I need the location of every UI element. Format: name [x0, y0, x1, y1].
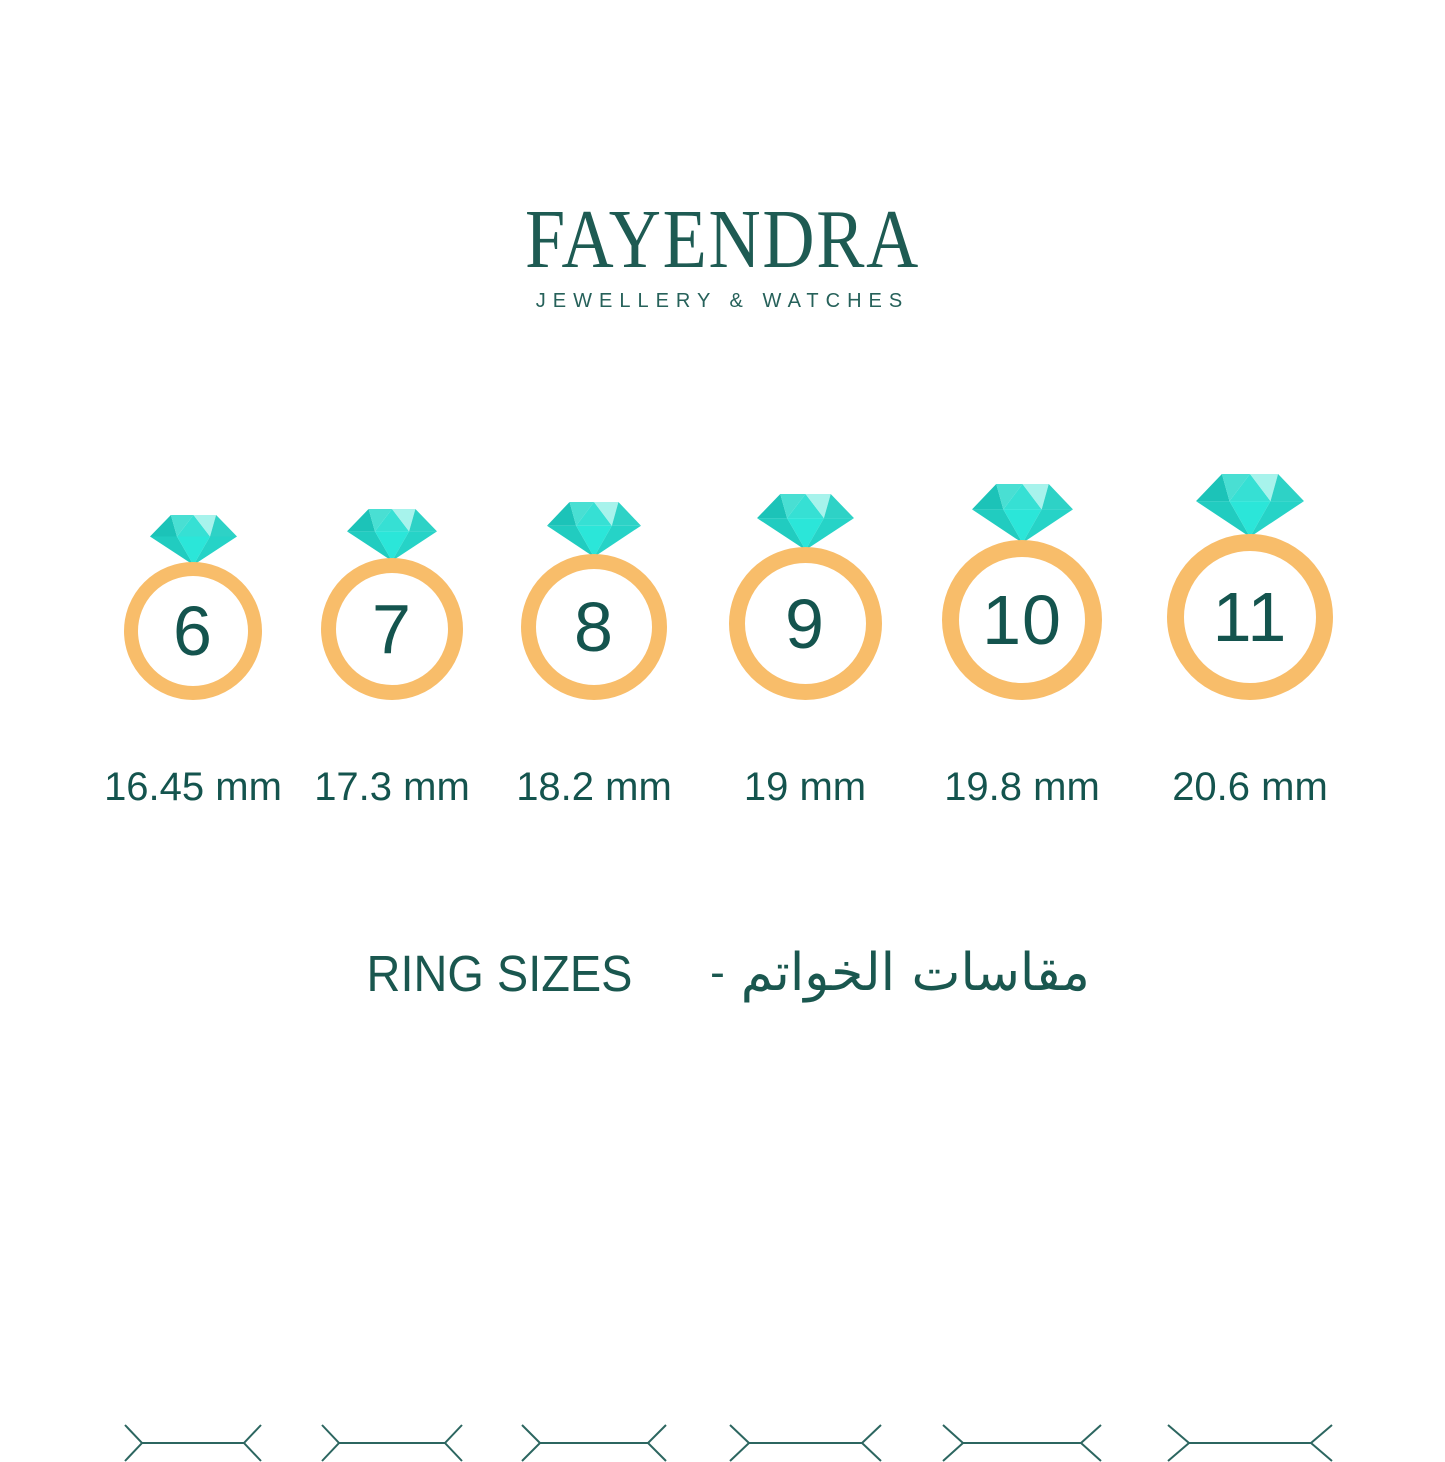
ring-icon-size-9: 9: [728, 494, 882, 700]
ring-icon-size-10: 10: [942, 484, 1102, 700]
diamond-icon: [347, 509, 437, 561]
ring-band: 11: [1167, 534, 1333, 700]
diameter-measure-line: [728, 1424, 882, 1462]
diameter-measure: [1167, 712, 1333, 1462]
diameter-label: 17.3 mm: [314, 765, 470, 809]
ring-size-number: 7: [372, 590, 412, 668]
ring-band: 7: [321, 558, 463, 700]
diameter-label: 18.2 mm: [516, 765, 672, 809]
brand-logo: FAYENDRA JEWELLERY & WATCHES: [0, 193, 1445, 313]
diameter-label: 19 mm: [743, 765, 867, 809]
diameter-label: 20.6 mm: [1172, 765, 1328, 809]
diameter-measure-line: [1167, 1424, 1333, 1462]
footer-title: RING SIZES - مقاسات الخواتم: [0, 936, 1445, 1010]
diameter-measure-line: [321, 1424, 463, 1462]
ring-band: 9: [728, 547, 882, 700]
diameter-label: 19.8 mm: [944, 765, 1100, 809]
diameter-measure-line: [942, 1424, 1102, 1462]
diamond-icon: [756, 494, 854, 550]
diameter-measure: [728, 712, 882, 1462]
ring-size-number: 6: [173, 592, 213, 670]
diamond-icon: [149, 515, 237, 565]
diameter-measure: [521, 712, 667, 1462]
ring-band: 6: [124, 562, 262, 700]
diamond-icon: [1196, 474, 1304, 537]
diamond-icon: [971, 484, 1073, 543]
diameter-measure: [942, 712, 1102, 1462]
ring-size-chart: FAYENDRA JEWELLERY & WATCHES 6 16.45 mm 7 1…: [0, 193, 1445, 1462]
ring-band: 8: [521, 554, 667, 700]
diamond-icon: [547, 502, 641, 557]
diameter-label: 16.45 mm: [104, 765, 282, 809]
diameter-measure-line: [521, 1424, 667, 1462]
diameter-measure: [124, 712, 262, 1462]
brand-tagline: JEWELLERY & WATCHES: [535, 290, 910, 312]
ring-size-number: 11: [1212, 578, 1288, 656]
ring-icon-size-7: 7: [321, 509, 463, 700]
brand-name: FAYENDRA: [524, 193, 921, 286]
diameter-measure-line: [124, 1424, 262, 1462]
footer-title-arabic: مقاسات الخواتم: [740, 943, 1090, 1003]
footer-title-separator: -: [710, 948, 725, 997]
diameter-measure: [321, 712, 463, 1462]
ring-icon-size-8: 8: [521, 502, 667, 700]
ring-size-number: 10: [982, 581, 1062, 659]
ring-size-number: 8: [574, 588, 614, 666]
ring-band: 10: [942, 540, 1102, 700]
ring-icon-size-6: 6: [124, 515, 262, 700]
ring-size-number: 9: [785, 584, 825, 663]
footer-title-english: RING SIZES: [366, 944, 633, 1002]
ring-icon-size-11: 11: [1167, 474, 1333, 700]
